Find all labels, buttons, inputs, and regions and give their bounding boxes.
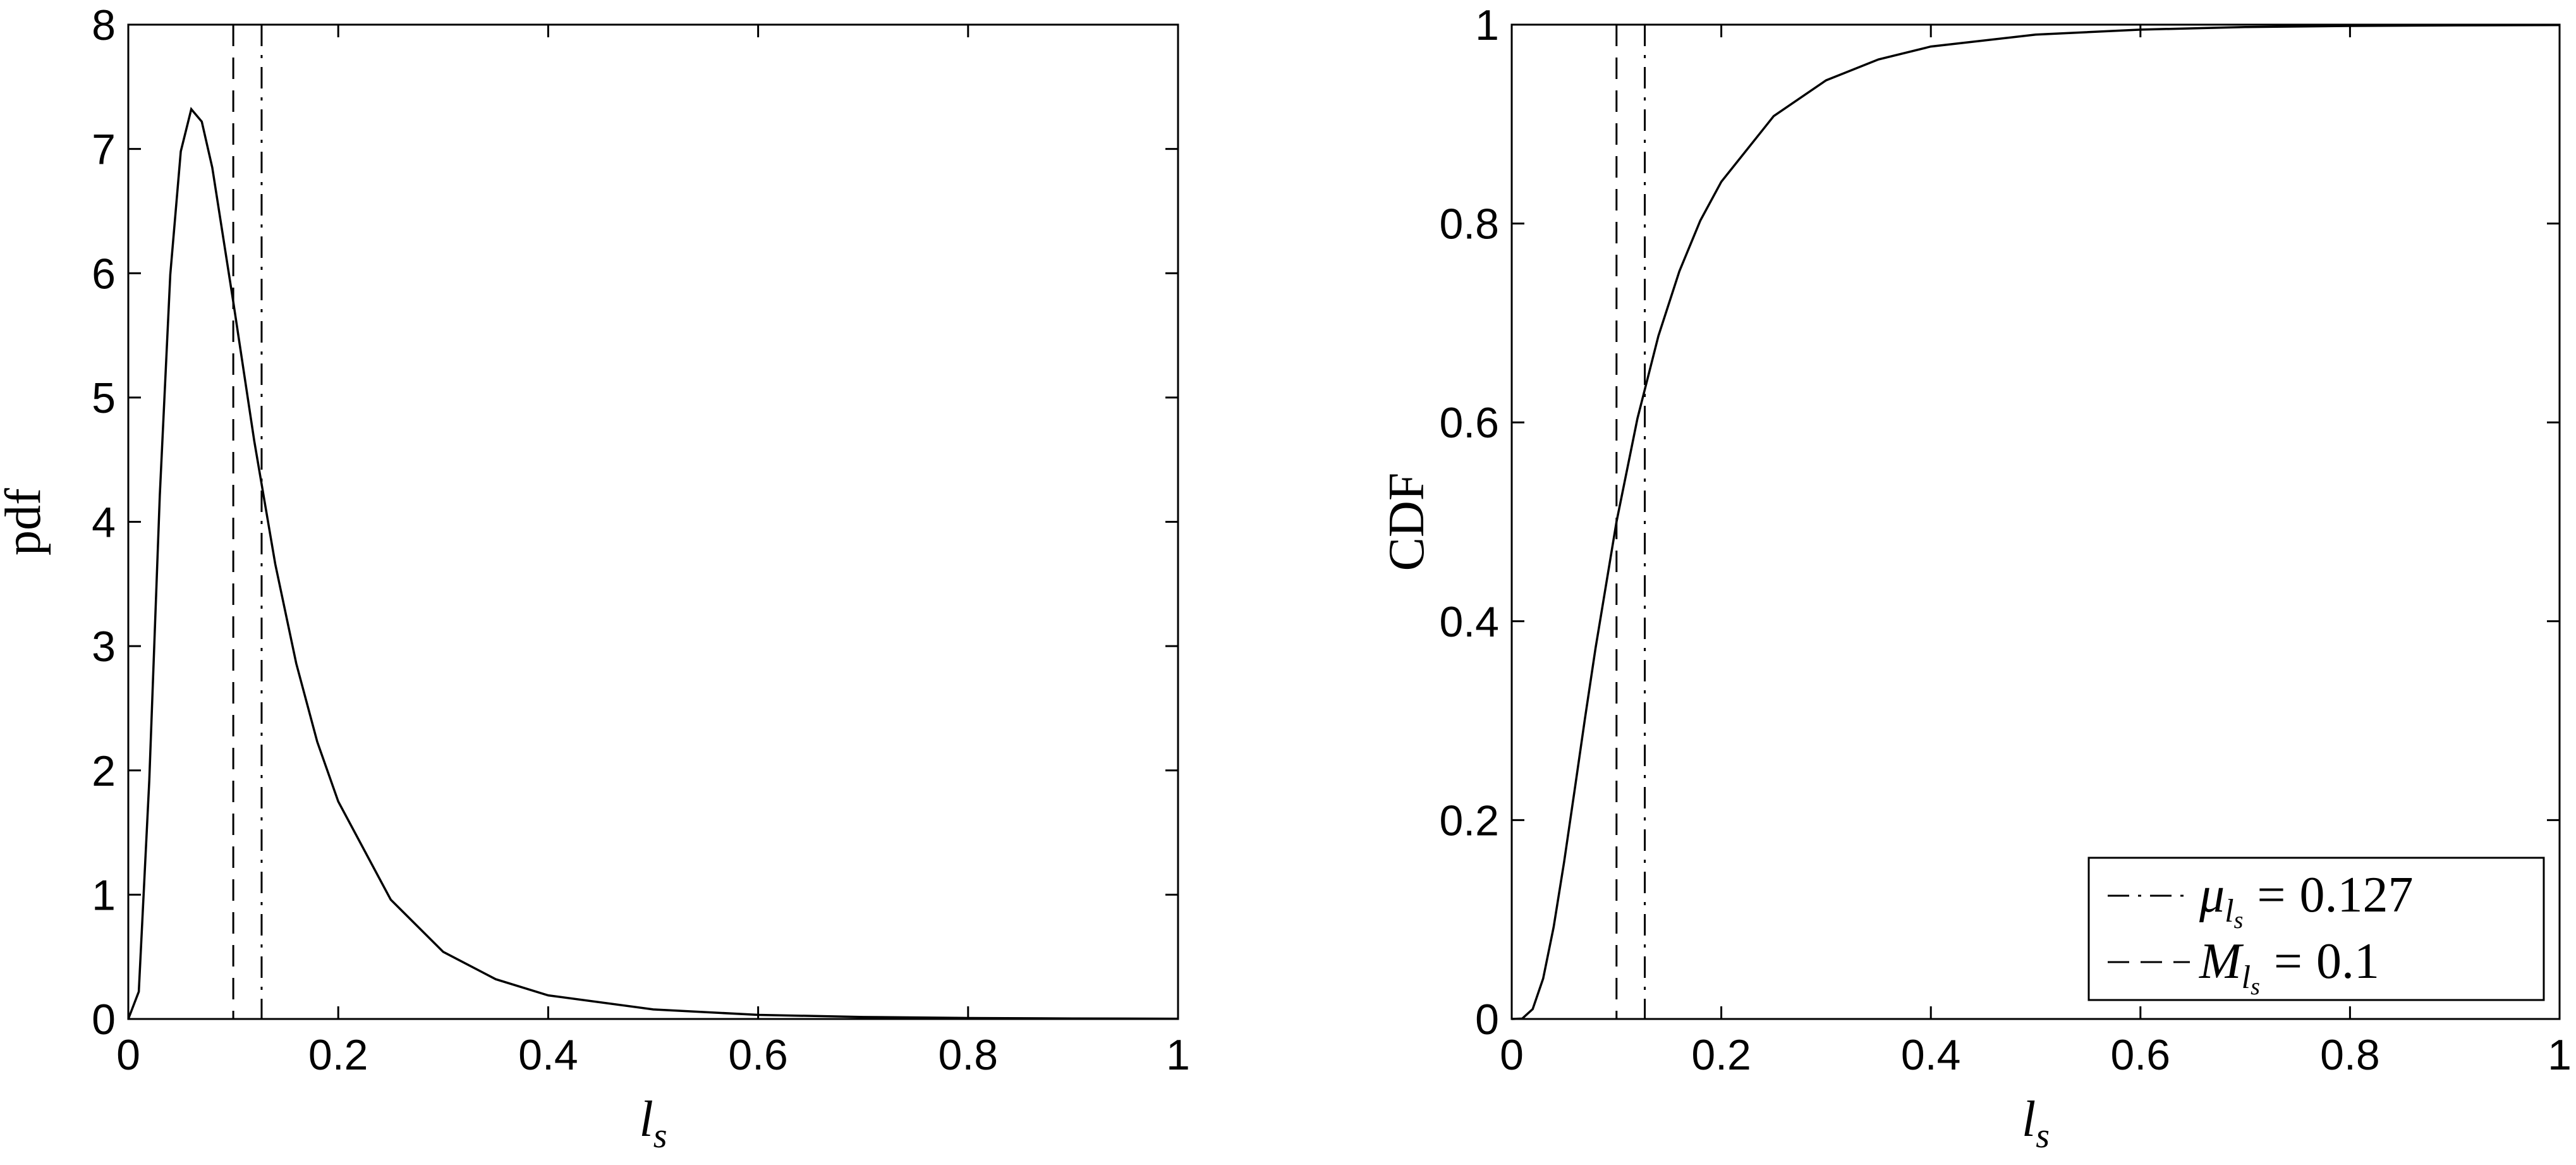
legend-symbol: M <box>2199 934 2244 989</box>
legend-label: Mls = 0.1 <box>2199 934 2379 1000</box>
legend-value: 0.1 <box>2316 934 2379 989</box>
legend-box <box>2087 857 2545 1001</box>
x-label-symbol: l <box>639 1092 653 1147</box>
legend-subsubscript: s <box>2234 907 2244 934</box>
y-tick-label: 0.2 <box>1439 796 1499 845</box>
x-tick-label: 0.4 <box>518 1031 578 1079</box>
series-line <box>127 106 1179 1020</box>
legend-subscript: l <box>2242 960 2251 996</box>
legend-value: 0.127 <box>2300 867 2414 923</box>
x-axis-label: ls <box>639 1092 667 1156</box>
series-line <box>1511 23 2560 1020</box>
x-tick-label: 1 <box>1166 1031 1190 1079</box>
y-axis-label: pdf <box>0 488 51 556</box>
y-tick-label: 2 <box>92 747 116 795</box>
x-tick-label: 0.6 <box>2111 1031 2171 1079</box>
chart: 0 0.2 0.4 0.6 0.8 1 0 1 2 3 4 5 6 7 8 ls pdf <box>0 1 1190 1156</box>
legend-relation: = <box>2257 867 2285 923</box>
y-tick-label: 3 <box>92 623 116 671</box>
x-tick-label: 0 <box>116 1031 140 1079</box>
legend-subsubscript: s <box>2251 973 2260 1000</box>
plot-frame <box>127 23 1179 1020</box>
plot-frame <box>1510 23 2561 1020</box>
x-tick-label: 0.4 <box>1901 1031 1961 1079</box>
legend-symbol: μ <box>2199 867 2225 923</box>
legend-label: μls = 0.127 <box>2199 867 2414 934</box>
y-tick-label: 0.8 <box>1439 200 1499 248</box>
y-tick-label: 0.4 <box>1439 598 1499 646</box>
x-tick-label: 0.6 <box>728 1031 788 1079</box>
x-tick-label: 0.8 <box>939 1031 999 1079</box>
y-tick-label: 8 <box>92 1 116 49</box>
y-tick-label: 0.6 <box>1439 399 1499 447</box>
y-tick-label: 4 <box>92 499 116 547</box>
x-tick-label: 1 <box>2548 1031 2572 1079</box>
y-tick-label: 1 <box>92 871 116 919</box>
y-axis-label: CDF <box>1379 473 1435 571</box>
x-label-subscript: s <box>2036 1116 2050 1156</box>
x-tick-label: 0.2 <box>1691 1031 1751 1079</box>
legend-relation: = <box>2274 934 2302 989</box>
x-tick-label: 0.8 <box>2320 1031 2380 1079</box>
y-tick-label: 5 <box>92 374 116 422</box>
y-tick-label: 0 <box>92 996 116 1044</box>
x-tick-label: 0 <box>1500 1031 1524 1079</box>
x-label-symbol: l <box>2022 1092 2036 1147</box>
y-tick-label: 6 <box>92 250 116 298</box>
y-tick-label: 7 <box>92 126 116 174</box>
y-tick-label: 1 <box>1475 1 1499 49</box>
legend-subscript: l <box>2225 893 2233 929</box>
x-tick-label: 0.2 <box>308 1031 368 1079</box>
x-label-subscript: s <box>653 1116 667 1156</box>
x-axis-label: ls <box>2022 1092 2050 1156</box>
y-tick-label: 0 <box>1475 996 1499 1044</box>
